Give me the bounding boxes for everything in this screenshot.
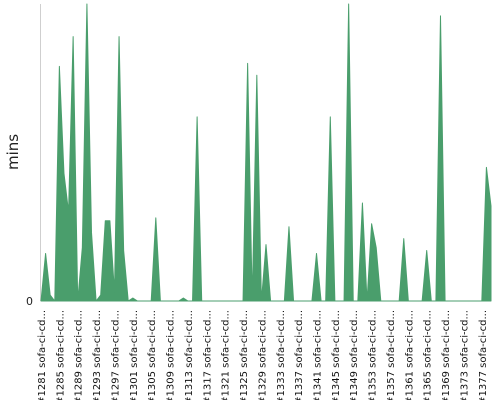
x-tick-labels: #1281 sofa-ci-cd... #1285 sofa-ci-cd... #1… — [37, 310, 489, 400]
x-tick-label: #1293 sofa-ci-cd... — [92, 310, 103, 400]
x-tick-label: #1337 sofa-ci-cd... — [294, 310, 305, 400]
x-tick-label: #1365 sofa-ci-cd... — [423, 310, 434, 400]
y-axis-label: mins — [4, 134, 22, 170]
y-tick-label: 0 — [26, 295, 33, 308]
x-tick-label: #1329 sofa-ci-cd... — [257, 310, 268, 400]
area-series — [40, 3, 492, 302]
x-tick-label: #1345 sofa-ci-cd... — [331, 310, 342, 400]
x-tick-label: #1361 sofa-ci-cd... — [404, 310, 415, 400]
x-tick-label: #1357 sofa-ci-cd... — [386, 310, 397, 400]
x-tick-label: #1369 sofa-ci-cd... — [441, 310, 452, 400]
x-tick-label: #1297 sofa-ci-cd... — [111, 310, 122, 400]
x-tick-label: #1289 sofa-ci-cd... — [74, 310, 85, 400]
x-tick-label: #1285 sofa-ci-cd... — [55, 310, 66, 400]
x-tick-label: #1333 sofa-ci-cd... — [276, 310, 287, 400]
x-tick-label: #1281 sofa-ci-cd... — [37, 310, 48, 400]
x-tick-label: #1301 sofa-ci-cd... — [129, 310, 140, 400]
x-tick-label: #1373 sofa-ci-cd... — [459, 310, 470, 400]
x-tick-label: #1305 sofa-ci-cd... — [147, 310, 158, 400]
x-tick-label: #1321 sofa-ci-cd... — [221, 310, 232, 400]
x-tick-label: #1353 sofa-ci-cd... — [368, 310, 379, 400]
x-tick-label: #1349 sofa-ci-cd... — [349, 310, 360, 400]
x-tick-label: #1325 sofa-ci-cd... — [239, 310, 250, 400]
x-tick-label: #1377 sofa-ci-cd... — [478, 310, 489, 400]
y-ticks: 0 — [26, 295, 33, 308]
build-duration-area — [40, 3, 492, 302]
x-tick-label: #1341 sofa-ci-cd... — [313, 310, 324, 400]
x-tick-label: #1309 sofa-ci-cd... — [166, 310, 177, 400]
x-tick-label: #1313 sofa-ci-cd... — [184, 310, 195, 400]
x-tick-label: #1317 sofa-ci-cd... — [202, 310, 213, 400]
